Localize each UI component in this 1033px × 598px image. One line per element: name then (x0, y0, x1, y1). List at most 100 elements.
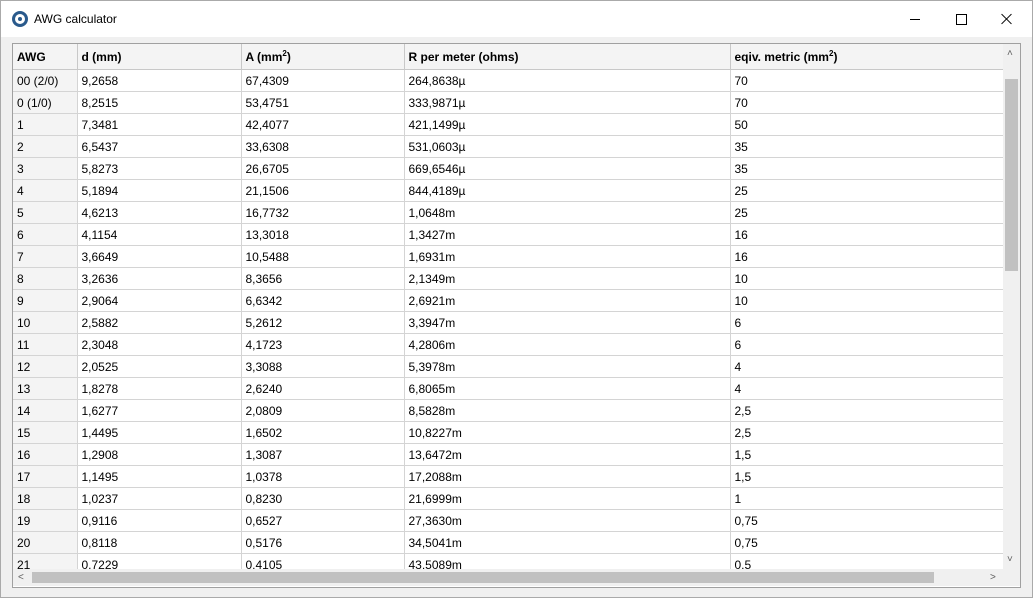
table-cell[interactable]: 0,4105 (241, 553, 405, 569)
awg-cell[interactable]: 8 (13, 267, 78, 290)
table-cell[interactable]: 1,3427m (404, 223, 731, 246)
table-row[interactable]: 15 1,4495 1,6502 10,8227m 2,5 (13, 421, 1003, 444)
horizontal-scroll-thumb[interactable] (32, 572, 934, 583)
table-cell[interactable]: 42,4077 (241, 113, 405, 136)
table-cell[interactable]: 16,7732 (241, 201, 405, 224)
table-cell[interactable]: 8,5828m (404, 399, 731, 422)
table-row[interactable]: 20 0,8118 0,5176 34,5041m 0,75 (13, 531, 1003, 554)
table-cell[interactable]: 8,2515 (77, 91, 242, 114)
table-cell[interactable]: 1,6277 (77, 399, 242, 422)
awg-cell[interactable]: 2 (13, 135, 78, 158)
minimize-button[interactable] (892, 1, 938, 37)
vertical-scrollbar[interactable]: ˄ ˅ (1003, 44, 1020, 569)
table-cell[interactable]: 0,9116 (77, 509, 242, 532)
table-cell[interactable]: 4 (730, 377, 1003, 400)
table-cell[interactable]: 10 (730, 289, 1003, 312)
table-cell[interactable]: 0,7229 (77, 553, 242, 569)
table-cell[interactable]: 1,0648m (404, 201, 731, 224)
table-cell[interactable]: 4,6213 (77, 201, 242, 224)
table-cell[interactable]: 10 (730, 267, 1003, 290)
awg-cell[interactable]: 6 (13, 223, 78, 246)
table-cell[interactable]: 2,6921m (404, 289, 731, 312)
table-cell[interactable]: 333,9871µ (404, 91, 731, 114)
table-cell[interactable]: 1 (730, 487, 1003, 510)
table-cell[interactable]: 0,75 (730, 509, 1003, 532)
column-header[interactable]: AWG (13, 44, 78, 70)
table-row[interactable]: 17 1,1495 1,0378 17,2088m 1,5 (13, 465, 1003, 488)
table-cell[interactable]: 27,3630m (404, 509, 731, 532)
table-cell[interactable]: 67,4309 (241, 69, 405, 92)
title-bar[interactable]: AWG calculator (1, 1, 1032, 37)
table-cell[interactable]: 5,3978m (404, 355, 731, 378)
table-row[interactable]: 8 3,2636 8,3656 2,1349m 10 (13, 267, 1003, 290)
awg-cell[interactable]: 10 (13, 311, 78, 334)
close-button[interactable] (984, 1, 1030, 37)
table-cell[interactable]: 0,8118 (77, 531, 242, 554)
awg-cell[interactable]: 17 (13, 465, 78, 488)
table-cell[interactable]: 2,9064 (77, 289, 242, 312)
table-cell[interactable]: 1,5 (730, 465, 1003, 488)
table-cell[interactable]: 1,3087 (241, 443, 405, 466)
table-cell[interactable]: 1,8278 (77, 377, 242, 400)
table-cell[interactable]: 0,6527 (241, 509, 405, 532)
table-cell[interactable]: 4,1154 (77, 223, 242, 246)
table-cell[interactable]: 6 (730, 333, 1003, 356)
table-cell[interactable]: 6,8065m (404, 377, 731, 400)
table-cell[interactable]: 8,3656 (241, 267, 405, 290)
awg-cell[interactable]: 1 (13, 113, 78, 136)
awg-cell[interactable]: 21 (13, 553, 78, 569)
awg-data-grid[interactable]: AWG d (mm) A (mm2) R per meter (ohms) eqiv. … (12, 43, 1021, 588)
awg-cell[interactable]: 4 (13, 179, 78, 202)
table-cell[interactable]: 2,3048 (77, 333, 242, 356)
awg-cell[interactable]: 12 (13, 355, 78, 378)
table-cell[interactable]: 1,5 (730, 443, 1003, 466)
scroll-up-icon[interactable]: ˄ (1007, 48, 1013, 59)
horizontal-scrollbar[interactable]: < > (13, 569, 1003, 586)
table-cell[interactable]: 6,6342 (241, 289, 405, 312)
table-cell[interactable]: 17,2088m (404, 465, 731, 488)
table-cell[interactable]: 844,4189µ (404, 179, 731, 202)
table-row[interactable]: 13 1,8278 2,6240 6,8065m 4 (13, 377, 1003, 400)
table-cell[interactable]: 70 (730, 91, 1003, 114)
table-cell[interactable]: 43,5089m (404, 553, 731, 569)
table-cell[interactable]: 531,0603µ (404, 135, 731, 158)
table-cell[interactable]: 26,6705 (241, 157, 405, 180)
table-cell[interactable]: 13,3018 (241, 223, 405, 246)
maximize-button[interactable] (938, 1, 984, 37)
table-cell[interactable]: 2,5 (730, 399, 1003, 422)
table-cell[interactable]: 1,0237 (77, 487, 242, 510)
table-cell[interactable]: 1,6502 (241, 421, 405, 444)
table-cell[interactable]: 1,4495 (77, 421, 242, 444)
table-row[interactable]: 14 1,6277 2,0809 8,5828m 2,5 (13, 399, 1003, 422)
table-cell[interactable]: 10,8227m (404, 421, 731, 444)
awg-cell[interactable]: 14 (13, 399, 78, 422)
table-row[interactable]: 11 2,3048 4,1723 4,2806m 6 (13, 333, 1003, 356)
column-header[interactable]: eqiv. metric (mm2) (730, 44, 1003, 70)
table-cell[interactable]: 25 (730, 201, 1003, 224)
table-row[interactable]: 10 2,5882 5,2612 3,3947m 6 (13, 311, 1003, 334)
table-cell[interactable]: 3,6649 (77, 245, 242, 268)
table-cell[interactable]: 4 (730, 355, 1003, 378)
table-cell[interactable]: 10,5488 (241, 245, 405, 268)
table-cell[interactable]: 3,3947m (404, 311, 731, 334)
awg-cell[interactable]: 00 (2/0) (13, 69, 78, 92)
table-row[interactable]: 12 2,0525 3,3088 5,3978m 4 (13, 355, 1003, 378)
table-cell[interactable]: 7,3481 (77, 113, 242, 136)
table-cell[interactable]: 669,6546µ (404, 157, 731, 180)
table-cell[interactable]: 50 (730, 113, 1003, 136)
table-cell[interactable]: 5,8273 (77, 157, 242, 180)
table-cell[interactable]: 33,6308 (241, 135, 405, 158)
table-row[interactable]: 9 2,9064 6,6342 2,6921m 10 (13, 289, 1003, 312)
table-cell[interactable]: 35 (730, 157, 1003, 180)
table-cell[interactable]: 2,0525 (77, 355, 242, 378)
table-cell[interactable]: 0,5 (730, 553, 1003, 569)
awg-cell[interactable]: 16 (13, 443, 78, 466)
table-cell[interactable]: 0,75 (730, 531, 1003, 554)
table-cell[interactable]: 16 (730, 223, 1003, 246)
table-row[interactable]: 2 6,5437 33,6308 531,0603µ 35 (13, 135, 1003, 158)
table-cell[interactable]: 264,8638µ (404, 69, 731, 92)
awg-cell[interactable]: 0 (1/0) (13, 91, 78, 114)
table-cell[interactable]: 4,2806m (404, 333, 731, 356)
table-cell[interactable]: 2,6240 (241, 377, 405, 400)
table-cell[interactable]: 421,1499µ (404, 113, 731, 136)
